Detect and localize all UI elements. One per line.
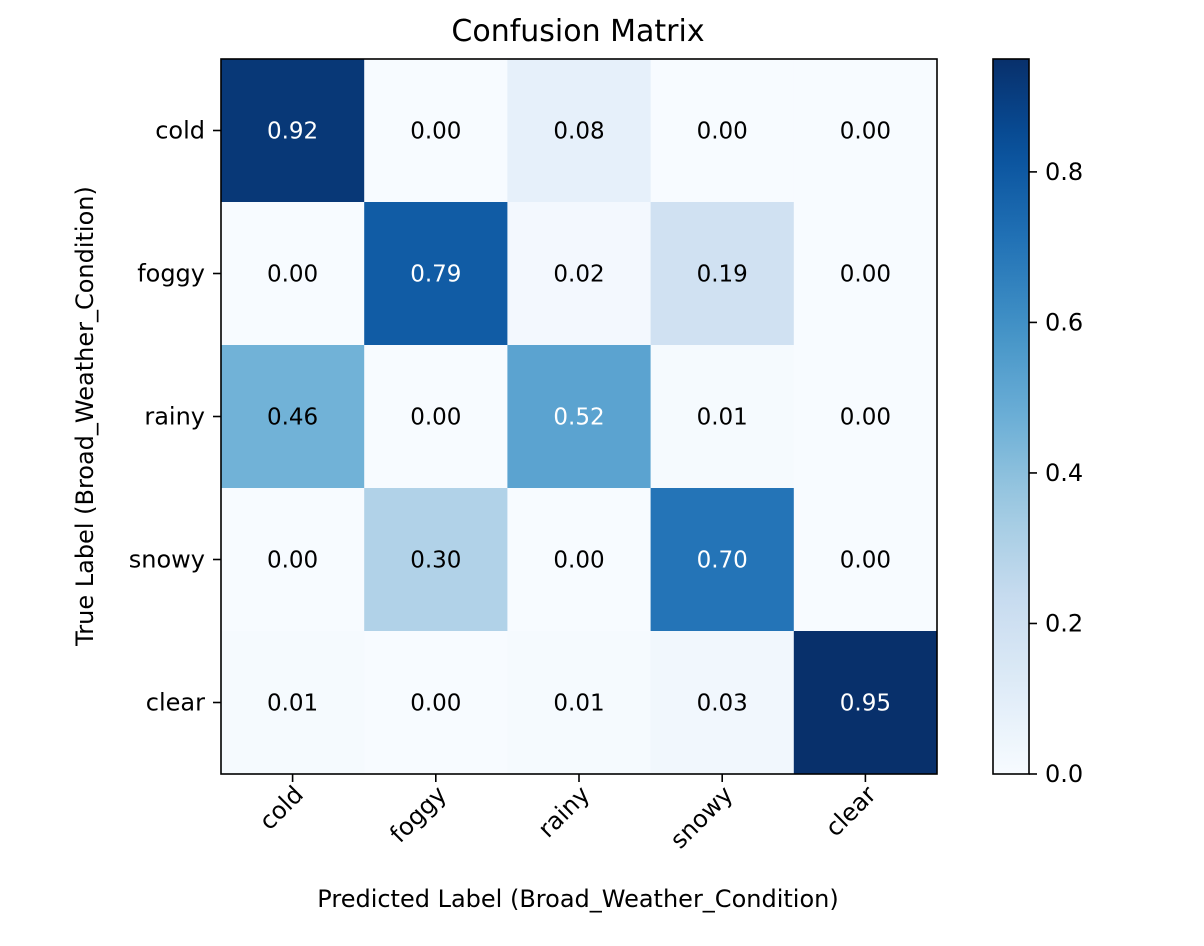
cell-value-label: 0.00 <box>410 119 461 145</box>
cell-value-label: 0.00 <box>840 548 891 574</box>
heatmap-cell <box>793 202 938 346</box>
x-tick-label: snowy <box>665 780 739 854</box>
cell-value-label: 0.00 <box>840 405 891 431</box>
x-tick-label: foggy <box>384 780 452 848</box>
heatmap-cell <box>221 202 365 346</box>
cell-value-label: 0.46 <box>267 405 318 431</box>
cell-value-label: 0.03 <box>697 691 748 717</box>
colorbar <box>993 59 1029 774</box>
heatmap-cell <box>507 488 652 632</box>
heatmap-cell <box>793 488 938 632</box>
cell-value-label: 0.00 <box>553 548 604 574</box>
x-tick-label: rainy <box>533 780 596 843</box>
colorbar-tick-label: 0.0 <box>1045 760 1083 788</box>
y-tick-label: rainy <box>144 403 205 431</box>
cell-value-label: 0.70 <box>697 548 748 574</box>
heatmap-cell <box>650 345 795 489</box>
cell-value-label: 0.02 <box>553 262 604 288</box>
heatmap-cell <box>221 631 365 775</box>
colorbar-frame <box>992 58 1030 775</box>
x-tick-label: clear <box>820 780 882 842</box>
heatmap-cell <box>364 488 508 632</box>
heatmap-cell <box>650 202 795 346</box>
cell-value-label: 0.00 <box>267 262 318 288</box>
cell-value-label: 0.00 <box>840 262 891 288</box>
cell-value-label: 0.52 <box>553 405 604 431</box>
colorbar-tick-label: 0.4 <box>1045 459 1083 487</box>
y-tick-label: cold <box>155 117 205 145</box>
heatmap-cell <box>364 345 508 489</box>
heatmap-cell <box>221 488 365 632</box>
cell-value-label: 0.01 <box>697 405 748 431</box>
y-tick-label: snowy <box>129 546 205 574</box>
heatmap-cell <box>507 345 652 489</box>
y-tick-label: foggy <box>137 260 205 288</box>
cell-value-label: 0.92 <box>267 119 318 145</box>
cell-value-label: 0.79 <box>410 262 461 288</box>
heatmap-cell <box>650 488 795 632</box>
cell-value-label: 0.00 <box>840 119 891 145</box>
colorbar-tick-label: 0.2 <box>1045 609 1083 637</box>
heatmap-cell <box>364 59 508 203</box>
cell-value-label: 0.00 <box>410 405 461 431</box>
heatmap-cell <box>650 59 795 203</box>
chart-title: Confusion Matrix <box>451 14 704 49</box>
cell-value-label: 0.01 <box>267 691 318 717</box>
heatmap-cell <box>221 345 365 489</box>
y-axis-ticks: cold foggy rainy snowy clear <box>129 117 221 717</box>
colorbar-ticks: 0.0 0.2 0.4 0.6 0.8 <box>1029 158 1083 788</box>
heatmap-cell <box>364 631 508 775</box>
colorbar-tick-label: 0.8 <box>1045 158 1083 186</box>
heatmap-cell <box>650 631 795 775</box>
heatmap-cell <box>793 59 938 203</box>
x-axis-ticks: cold foggy rainy snowy clear <box>254 774 882 854</box>
x-axis-label: Predicted Label (Broad_Weather_Condition… <box>317 885 838 913</box>
cell-value-label: 0.00 <box>410 691 461 717</box>
cell-value-label: 0.30 <box>410 548 461 574</box>
heatmap-cell <box>364 202 508 346</box>
cell-value-label: 0.19 <box>697 262 748 288</box>
heatmap-cell <box>221 59 365 203</box>
cell-value-label: 0.00 <box>267 548 318 574</box>
y-tick-label: clear <box>146 689 205 717</box>
heatmap-cell <box>793 345 938 489</box>
heatmap-cell-labels: 0.92 0.00 0.08 0.00 0.00 0.00 0.79 0.02 0.19 0.00… <box>267 119 891 717</box>
heatmap-cell <box>507 59 652 203</box>
x-tick-label: cold <box>254 780 309 835</box>
colorbar-tick-label: 0.6 <box>1045 308 1083 336</box>
cell-value-label: 0.08 <box>553 119 604 145</box>
heatmap-cell <box>507 202 652 346</box>
cell-value-label: 0.95 <box>840 691 891 717</box>
heatmap-cell <box>507 631 652 775</box>
heatmap-cell <box>793 631 938 775</box>
y-axis-label: True Label (Broad_Weather_Condition) <box>71 186 99 647</box>
cell-value-label: 0.00 <box>697 119 748 145</box>
cell-value-label: 0.01 <box>553 691 604 717</box>
heatmap-cells <box>221 59 938 775</box>
